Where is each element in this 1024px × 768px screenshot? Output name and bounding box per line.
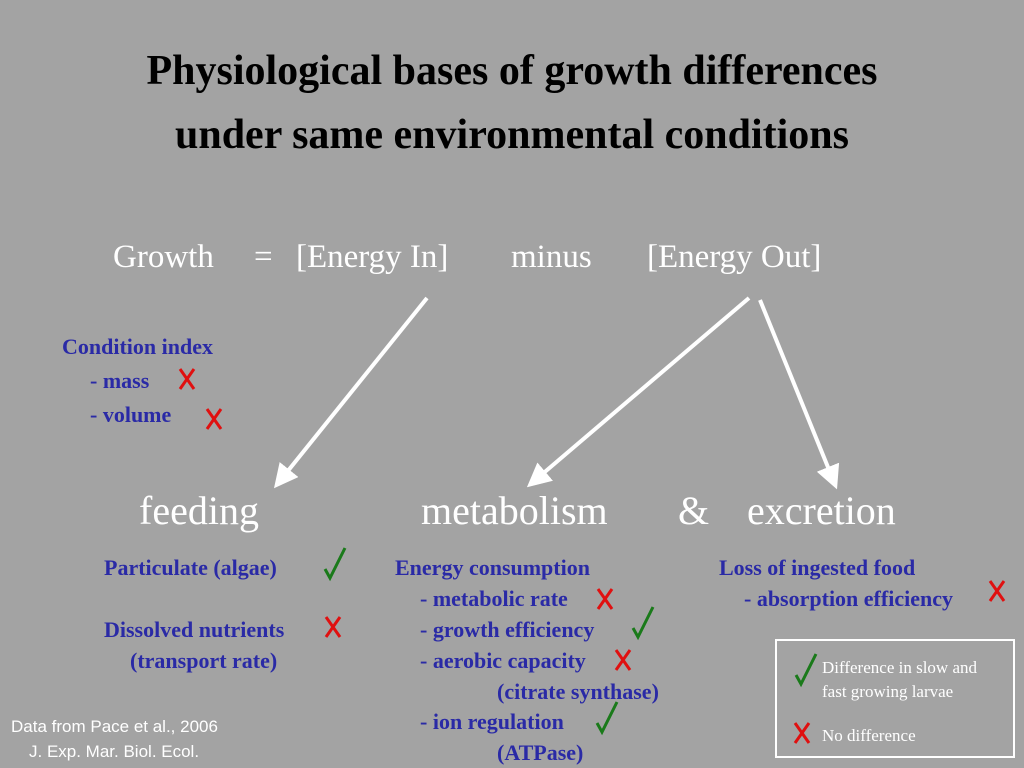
category-ampersand: & [678, 488, 710, 533]
cross-icon [988, 580, 1006, 602]
eq-equals: = [254, 239, 273, 275]
excretion-absorption: - absorption efficiency [744, 586, 953, 611]
metabolism-heading: Energy consumption [395, 555, 590, 580]
slide-title-line2: under same environmental conditions [174, 112, 849, 158]
metabolism-metabolic-rate: - metabolic rate [420, 586, 568, 611]
feeding-particulate: Particulate (algae) [104, 555, 277, 580]
slide-title-line1: Physiological bases of growth difference… [146, 48, 878, 94]
eq-energy-in: [Energy In] [296, 239, 449, 275]
feeding-dissolved: Dissolved nutrients [104, 617, 285, 642]
metabolism-ion-regulation: - ion regulation [420, 709, 564, 734]
metabolism-aerobic-capacity: - aerobic capacity [420, 648, 586, 673]
metabolism-citrate-synthase: (citrate synthase) [497, 679, 659, 704]
legend-difference-line2: fast growing larvae [822, 682, 954, 701]
arrow-energy-out-to-excretion [758, 299, 840, 490]
feeding-transport: (transport rate) [130, 648, 278, 673]
legend-no-difference: No difference [822, 726, 916, 745]
cross-icon [178, 368, 196, 390]
category-metabolism: metabolism [421, 488, 608, 533]
category-feeding: feeding [139, 488, 259, 533]
arrow-energy-out-to-metabolism [526, 296, 751, 488]
condition-mass: - mass [90, 368, 150, 393]
legend-difference-line1: Difference in slow and [822, 658, 977, 677]
growth-equation: Growth = [Energy In] minus [Energy Out] [0, 239, 1024, 279]
check-icon [595, 701, 619, 736]
condition-volume: - volume [90, 402, 172, 427]
condition-index-heading: Condition index [62, 334, 213, 359]
cross-icon [596, 588, 614, 610]
cross-icon [205, 408, 223, 430]
legend-box: Difference in slow and fast growing larv… [775, 639, 1015, 758]
arrow-energy-in-to-feeding [273, 296, 429, 489]
cross-icon [793, 722, 811, 744]
eq-growth: Growth [113, 239, 214, 275]
metabolism-growth-efficiency: - growth efficiency [420, 617, 595, 642]
metabolism-atpase: (ATPase) [497, 740, 584, 765]
footnote-line1: Data from Pace et al., 2006 [11, 717, 218, 736]
cross-icon [614, 649, 632, 671]
footnote-line2: J. Exp. Mar. Biol. Ecol. [29, 742, 200, 761]
check-icon [794, 653, 818, 688]
eq-energy-out: [Energy Out] [647, 239, 822, 275]
category-excretion: excretion [747, 488, 896, 533]
cross-icon [324, 616, 342, 638]
eq-minus: minus [511, 239, 592, 275]
excretion-heading: Loss of ingested food [719, 555, 916, 580]
check-icon [631, 606, 655, 641]
check-icon [323, 547, 347, 582]
